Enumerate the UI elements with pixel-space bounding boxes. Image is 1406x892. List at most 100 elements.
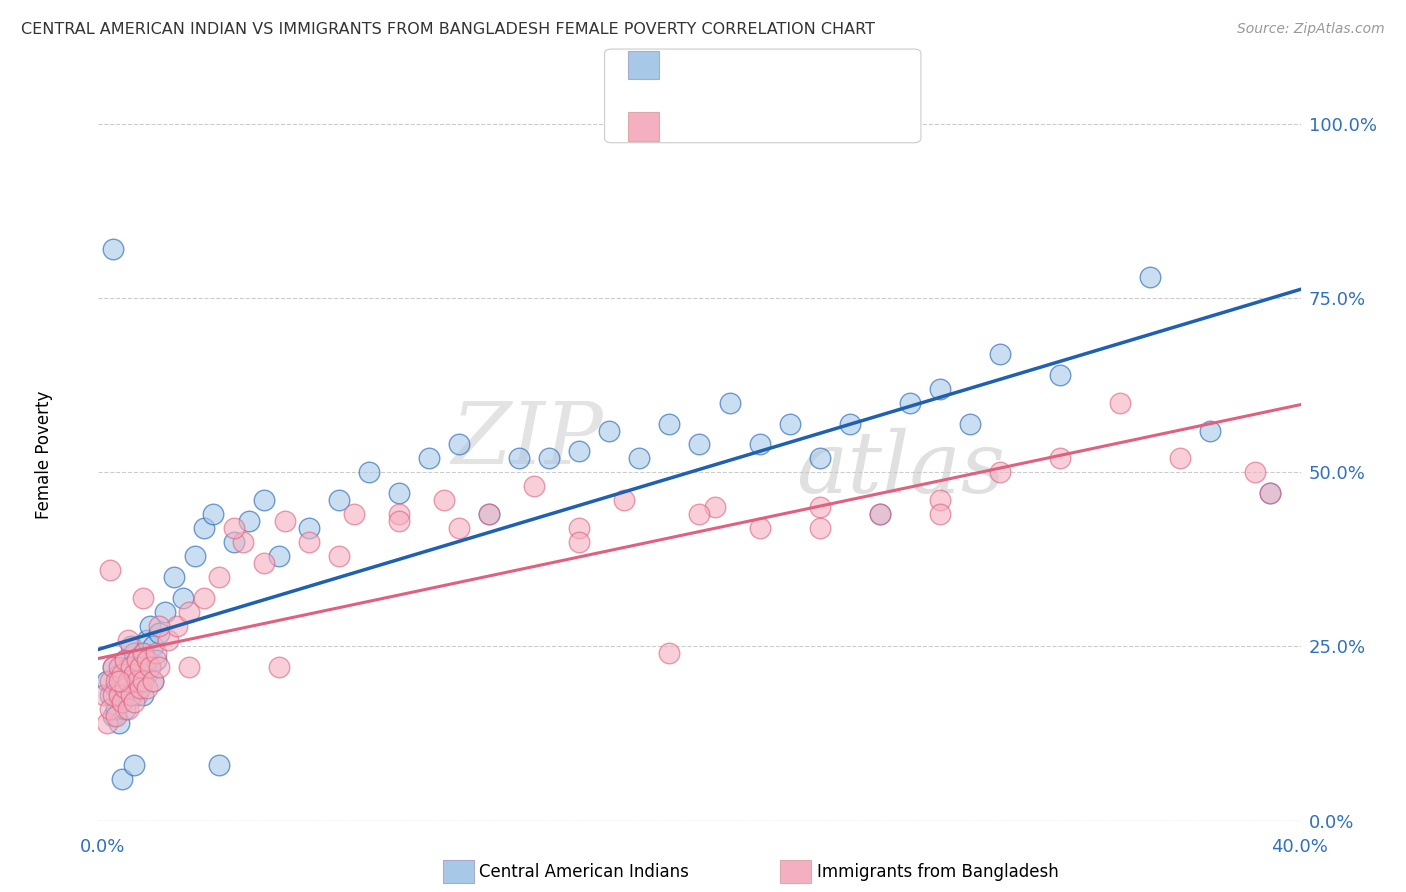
- Point: [124, 758, 146, 772]
- Point: [117, 660, 139, 674]
- Point: [388, 507, 411, 521]
- Point: [1260, 486, 1282, 500]
- Point: [869, 507, 891, 521]
- Point: [929, 382, 952, 396]
- Point: [111, 772, 134, 786]
- Point: [808, 500, 831, 515]
- Point: [135, 632, 157, 647]
- Text: N = 74: N = 74: [779, 55, 852, 75]
- Point: [127, 653, 149, 667]
- Point: [103, 660, 125, 674]
- Text: Central American Indians: Central American Indians: [479, 863, 689, 881]
- Point: [748, 521, 770, 535]
- Point: [96, 674, 118, 689]
- Point: [838, 417, 860, 431]
- Point: [162, 570, 184, 584]
- Point: [111, 667, 134, 681]
- Point: [93, 688, 115, 702]
- Point: [145, 647, 167, 661]
- Point: [135, 653, 157, 667]
- Point: [201, 507, 224, 521]
- Point: [141, 640, 163, 654]
- Point: [508, 451, 530, 466]
- Point: [568, 444, 591, 458]
- Point: [111, 695, 134, 709]
- Point: [132, 647, 155, 661]
- Point: [1244, 466, 1267, 480]
- Point: [1049, 368, 1071, 382]
- Point: [274, 514, 297, 528]
- Point: [103, 688, 125, 702]
- Point: [177, 605, 200, 619]
- Text: Immigrants from Bangladesh: Immigrants from Bangladesh: [817, 863, 1059, 881]
- Point: [613, 493, 636, 508]
- Text: 0.0%: 0.0%: [80, 838, 125, 855]
- Point: [117, 674, 139, 689]
- Point: [988, 466, 1011, 480]
- Point: [267, 660, 290, 674]
- Point: [132, 674, 155, 689]
- Point: [108, 660, 131, 674]
- Point: [121, 674, 143, 689]
- Point: [129, 674, 152, 689]
- Point: [111, 674, 134, 689]
- Point: [1199, 424, 1222, 438]
- Point: [238, 514, 260, 528]
- Point: [111, 695, 134, 709]
- Point: [478, 507, 501, 521]
- Text: CENTRAL AMERICAN INDIAN VS IMMIGRANTS FROM BANGLADESH FEMALE POVERTY CORRELATION: CENTRAL AMERICAN INDIAN VS IMMIGRANTS FR…: [21, 22, 875, 37]
- Point: [148, 618, 170, 632]
- Point: [129, 660, 152, 674]
- Point: [929, 507, 952, 521]
- Text: Female Poverty: Female Poverty: [35, 391, 53, 519]
- Point: [103, 243, 125, 257]
- Point: [127, 674, 149, 689]
- Point: [658, 647, 681, 661]
- Point: [108, 674, 131, 689]
- Point: [138, 660, 160, 674]
- Text: N = 75: N = 75: [779, 117, 852, 136]
- Point: [658, 417, 681, 431]
- Point: [628, 451, 651, 466]
- Point: [117, 702, 139, 716]
- Point: [568, 535, 591, 549]
- Point: [689, 507, 711, 521]
- Point: [127, 653, 149, 667]
- Point: [418, 451, 440, 466]
- Point: [1260, 486, 1282, 500]
- Point: [1170, 451, 1192, 466]
- Point: [141, 674, 163, 689]
- Point: [132, 688, 155, 702]
- Point: [232, 535, 254, 549]
- Point: [208, 758, 231, 772]
- Point: [222, 535, 245, 549]
- Point: [148, 660, 170, 674]
- Point: [132, 591, 155, 605]
- Point: [156, 632, 179, 647]
- Point: [141, 674, 163, 689]
- Point: [183, 549, 205, 563]
- Point: [172, 591, 194, 605]
- Point: [124, 695, 146, 709]
- Point: [568, 521, 591, 535]
- Point: [121, 660, 143, 674]
- Point: [114, 702, 136, 716]
- Text: R = 0.595: R = 0.595: [671, 55, 769, 75]
- Point: [433, 493, 456, 508]
- Point: [598, 424, 620, 438]
- Point: [117, 632, 139, 647]
- Point: [253, 493, 276, 508]
- Point: [114, 653, 136, 667]
- Point: [124, 667, 146, 681]
- Text: 40.0%: 40.0%: [1271, 838, 1327, 855]
- Point: [689, 437, 711, 451]
- Point: [100, 702, 122, 716]
- Point: [138, 618, 160, 632]
- Point: [127, 688, 149, 702]
- Point: [328, 549, 350, 563]
- Point: [328, 493, 350, 508]
- Point: [166, 618, 188, 632]
- Point: [105, 674, 128, 689]
- Point: [129, 660, 152, 674]
- Point: [177, 660, 200, 674]
